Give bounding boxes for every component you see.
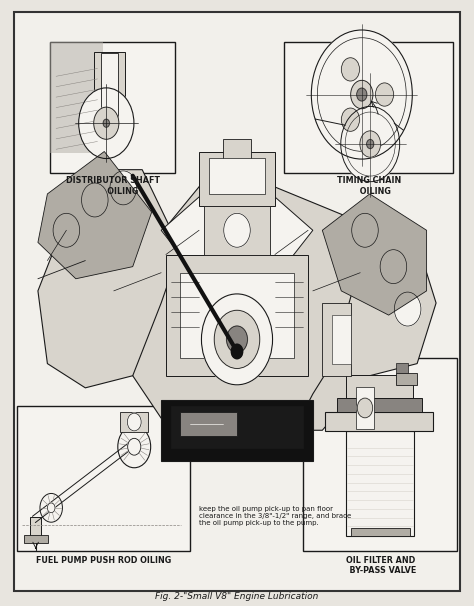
Bar: [24, 536, 48, 543]
Bar: [166, 255, 308, 376]
Circle shape: [341, 108, 360, 132]
Circle shape: [40, 493, 63, 522]
Bar: [120, 412, 148, 432]
Bar: [346, 375, 413, 398]
Bar: [322, 303, 351, 376]
Bar: [199, 152, 275, 206]
Bar: [171, 406, 303, 448]
Circle shape: [128, 413, 141, 431]
Circle shape: [311, 30, 412, 159]
Circle shape: [357, 398, 373, 418]
Circle shape: [318, 38, 406, 152]
Circle shape: [82, 183, 108, 217]
Polygon shape: [161, 164, 313, 273]
Circle shape: [53, 213, 80, 247]
Bar: [284, 42, 453, 173]
Bar: [356, 387, 374, 429]
Circle shape: [394, 292, 421, 326]
Bar: [50, 42, 175, 173]
Polygon shape: [322, 194, 427, 315]
Circle shape: [367, 139, 374, 148]
Text: TIMING CHAIN
     OILING: TIMING CHAIN OILING: [337, 176, 401, 196]
Bar: [325, 412, 433, 431]
Text: OIL FILTER AND
  BY-PASS VALVE: OIL FILTER AND BY-PASS VALVE: [345, 556, 417, 575]
Circle shape: [118, 426, 151, 468]
Circle shape: [341, 107, 400, 182]
Bar: [180, 273, 294, 358]
Circle shape: [94, 107, 119, 139]
Bar: [337, 398, 422, 412]
Bar: [396, 364, 408, 373]
Text: Fig. 2-"Small V8" Engine Lubrication: Fig. 2-"Small V8" Engine Lubrication: [155, 592, 319, 601]
Text: DISTRIBUTOR SHAFT
       OILING: DISTRIBUTOR SHAFT OILING: [66, 176, 160, 196]
Polygon shape: [38, 170, 180, 388]
Circle shape: [110, 171, 137, 205]
Circle shape: [201, 294, 273, 385]
Bar: [209, 158, 265, 194]
Circle shape: [351, 81, 373, 108]
Polygon shape: [109, 164, 360, 442]
Circle shape: [357, 88, 367, 101]
Circle shape: [103, 119, 109, 127]
Bar: [351, 528, 410, 536]
Polygon shape: [38, 152, 152, 279]
Bar: [396, 373, 417, 385]
Circle shape: [224, 213, 250, 247]
Circle shape: [341, 58, 360, 81]
Circle shape: [214, 310, 260, 368]
Bar: [180, 412, 237, 436]
Circle shape: [360, 131, 381, 157]
Bar: [101, 53, 118, 118]
Polygon shape: [50, 42, 102, 153]
Circle shape: [352, 213, 378, 247]
Bar: [223, 139, 251, 164]
Circle shape: [231, 344, 243, 359]
Circle shape: [79, 88, 134, 159]
Bar: [332, 315, 351, 364]
Circle shape: [47, 503, 55, 513]
Circle shape: [227, 326, 247, 353]
Bar: [30, 516, 41, 540]
Bar: [303, 358, 457, 551]
Circle shape: [128, 438, 141, 455]
Circle shape: [345, 112, 395, 176]
Circle shape: [375, 83, 393, 106]
Bar: [94, 52, 125, 127]
Circle shape: [380, 250, 407, 284]
Bar: [346, 431, 414, 536]
Polygon shape: [294, 230, 436, 430]
Text: keep the oil pump pick-up to pan floor
clearance in the 3/8"-1/2" range, and bra: keep the oil pump pick-up to pan floor c…: [199, 506, 351, 526]
Bar: [161, 400, 313, 461]
Bar: [204, 206, 270, 255]
Bar: [17, 406, 190, 551]
Text: FUEL PUMP PUSH ROD OILING: FUEL PUMP PUSH ROD OILING: [36, 556, 171, 565]
